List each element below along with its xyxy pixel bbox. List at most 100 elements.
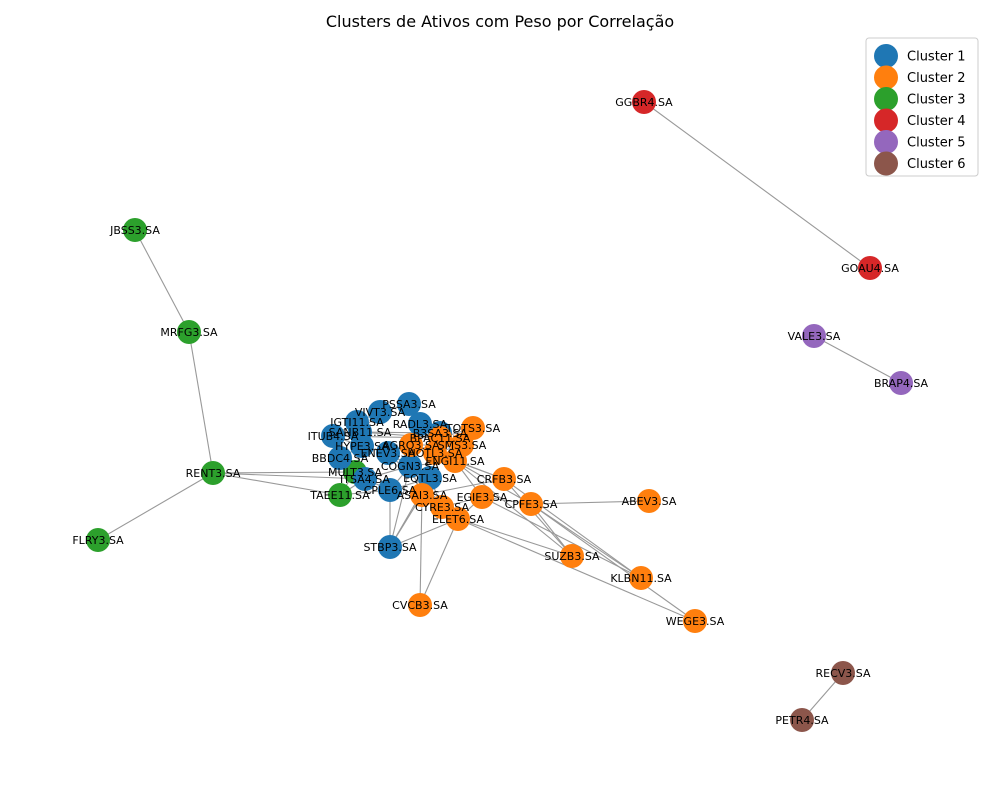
edges-layer	[97, 101, 902, 721]
node-vivt3-sa	[368, 400, 392, 424]
node-label-sanb11-sa: SANB11.SA	[329, 426, 392, 439]
node-label-mult3-sa: MULT3.SA	[328, 466, 383, 479]
node-label-enev3-sa: ENEV3.SA	[361, 447, 416, 460]
node-label-eqtl3-sa: EQTL3.SA	[403, 472, 457, 485]
legend-label-cluster-1: Cluster 1	[907, 50, 966, 65]
edge-suzb3-sa-engi11-sa	[454, 460, 573, 557]
node-label-asai3-sa: ASAI3.SA	[397, 489, 448, 502]
node-label-taee11-sa: TAEE11.SA	[309, 489, 370, 502]
node-flry3-sa	[86, 528, 110, 552]
legend-marker-cluster-4	[874, 108, 898, 133]
node-label-cvcb3-sa: CVCB3.SA	[392, 599, 448, 612]
node-label-cple6-sa: CPLE6.SA	[364, 484, 417, 497]
legend-marker-cluster-1	[874, 44, 898, 68]
nodes-layer: GGBR4.SA GOAU4.SA VALE3.SA BRAP4.SA RECV3.SA…	[72, 90, 929, 732]
node-klbn11-sa	[629, 566, 653, 590]
edge-rent3-sa-mult3-sa	[212, 471, 356, 474]
node-engi11-sa	[443, 449, 467, 473]
edge-stbp3-sa-elet6-sa	[389, 518, 459, 548]
node-pssa3-sa	[397, 392, 421, 416]
legend-marker-cluster-2	[874, 65, 898, 90]
node-jbss3-sa	[123, 218, 147, 242]
edge-bpac11-sa-sanb11-sa	[359, 431, 441, 439]
node-itub4-sa	[321, 424, 345, 448]
node-bbdc4-sa	[328, 446, 352, 470]
edge-rent3-sa-taee11-sa	[212, 472, 341, 496]
node-label-cyre3-sa: CYRE3.SA	[415, 501, 469, 514]
edge-klbn11-sa-cpfe3-sa	[530, 503, 642, 579]
node-label-vivt3-sa: VIVT3.SA	[355, 406, 406, 419]
node-label-sms3-sa: SMS3.SA	[438, 439, 487, 452]
node-label-tots3-sa: TOTS3.SA	[445, 422, 501, 435]
chart-title: Clusters de Ativos com Peso por Correlaç…	[326, 12, 674, 31]
node-label-agro3-sa: AGRO3.SA	[382, 439, 440, 452]
node-label-brap4-sa: BRAP4.SA	[874, 377, 929, 390]
node-enev3-sa	[376, 441, 400, 465]
node-elet6-sa	[446, 507, 470, 531]
node-label-jbss3-sa: JBSS3.SA	[109, 224, 160, 237]
node-label-abev3-sa: ABEV3.SA	[622, 495, 677, 508]
node-wege3-sa	[683, 609, 707, 633]
legend-label-cluster-5: Cluster 5	[907, 136, 966, 151]
node-tots3-sa	[461, 416, 485, 440]
node-itsa4-sa	[353, 467, 377, 491]
node-hotl3-sa	[423, 441, 447, 465]
node-label-rent3-sa: RENT3.SA	[186, 467, 241, 480]
edge-stbp3-sa-cogn3-sa	[389, 465, 411, 548]
node-agro3-sa	[399, 433, 423, 457]
node-goau4-sa	[858, 256, 882, 280]
node-label-cpfe3-sa: CPFE3.SA	[505, 498, 558, 511]
node-label-cogn3-sa: COGN3.SA	[381, 460, 440, 473]
legend-label-cluster-2: Cluster 2	[907, 71, 966, 86]
node-label-pssa3-sa: PSSA3.SA	[382, 398, 436, 411]
node-mrfg3-sa	[177, 320, 201, 344]
node-abev3-sa	[637, 489, 661, 513]
node-label-radl3-sa: RADL3.SA	[393, 418, 448, 431]
node-vale3-sa	[802, 324, 826, 348]
edge-rent3-sa-flry3-sa	[97, 472, 214, 541]
edge-jbss3-sa-mrfg3-sa	[134, 229, 190, 333]
edge-wege3-sa-cpfe3-sa	[530, 503, 696, 622]
edge-cvcb3-sa-elet6-sa	[419, 518, 459, 606]
node-label-ggbr4-sa: GGBR4.SA	[615, 96, 673, 109]
node-label-engi11-sa: ENGI11.SA	[425, 455, 485, 468]
node-ggbr4-sa	[632, 90, 656, 114]
node-label-itsa4-sa: ITSA4.SA	[340, 473, 390, 486]
node-cogn3-sa	[398, 454, 422, 478]
node-cple6-sa	[378, 478, 402, 502]
node-label-klbn11-sa: KLBN11.SA	[610, 572, 672, 585]
node-label-suzb3-sa: SUZB3.SA	[544, 550, 600, 563]
node-label-petr4-sa: PETR4.SA	[775, 714, 829, 727]
legend-marker-cluster-5	[874, 130, 898, 154]
node-cpfe3-sa	[519, 492, 543, 516]
node-label-flry3-sa: FLRY3.SA	[72, 534, 124, 547]
node-label-b3sa3-sa: B3SA3.SA	[413, 427, 468, 440]
node-taee11-sa	[328, 483, 352, 507]
node-suzb3-sa	[560, 544, 584, 568]
edge-suzb3-sa-elet6-sa	[457, 518, 573, 557]
node-label-itub4-sa: ITUB4.SA	[308, 430, 359, 443]
node-cvcb3-sa	[408, 593, 432, 617]
node-stbp3-sa	[378, 535, 402, 559]
node-label-egie3-sa: EGIE3.SA	[457, 491, 508, 504]
node-label-goau4-sa: GOAU4.SA	[841, 262, 899, 275]
node-rent3-sa	[201, 461, 225, 485]
node-label-hype3-sa: HYPE3.SA	[335, 440, 389, 453]
node-label-elet6-sa: ELET6.SA	[432, 513, 484, 526]
edge-ggbr4-sa-goau4-sa	[643, 101, 871, 269]
node-brap4-sa	[889, 371, 913, 395]
legend-marker-cluster-6	[874, 151, 898, 176]
legend-label-cluster-6: Cluster 6	[907, 157, 966, 172]
node-label-bpac11-sa: BPAC11.SA	[410, 432, 471, 445]
node-label-crfb3-sa: CRFB3.SA	[477, 473, 532, 486]
node-label-vale3-sa: VALE3.SA	[788, 330, 841, 343]
node-egie3-sa	[470, 485, 494, 509]
edge-abev3-sa-cpfe3-sa	[530, 500, 650, 505]
node-label-bbdc4-sa: BBDC4.SA	[312, 452, 369, 465]
legend: Cluster 1 Cluster 2 Cluster 3 Cluster 4 Clus…	[865, 37, 979, 177]
legend-label-cluster-4: Cluster 4	[907, 114, 966, 129]
edge-cvcb3-sa-asai3-sa	[419, 494, 423, 606]
node-label-igti11-sa: IGTI11.SA	[330, 416, 384, 429]
node-label-recv3-sa: RECV3.SA	[815, 667, 870, 680]
